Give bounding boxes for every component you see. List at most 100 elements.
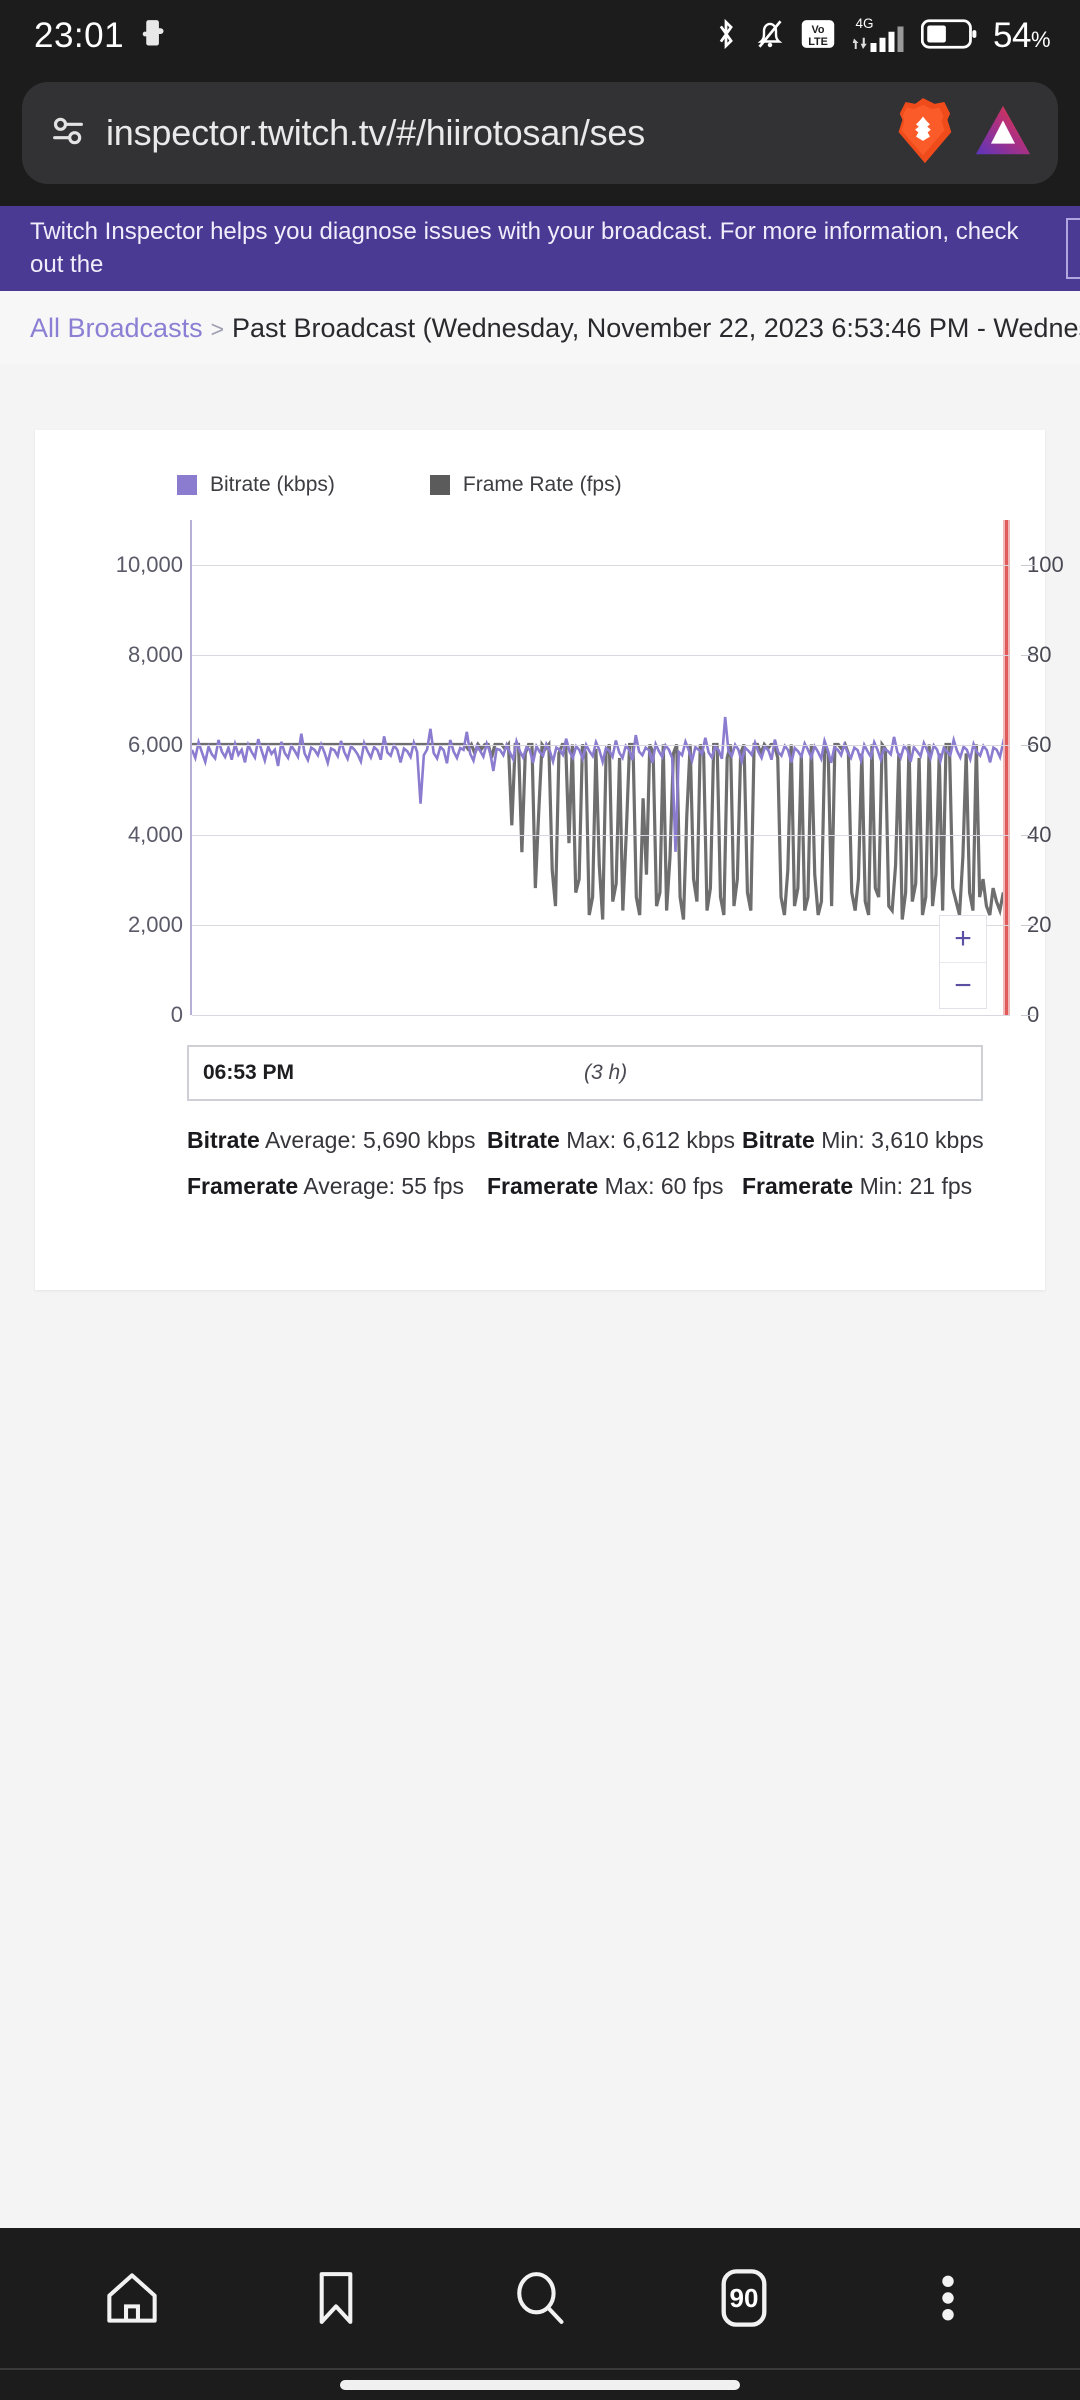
status-bar-right: Vo LTE 4G 54% bbox=[713, 14, 1051, 59]
range-duration-label: (3 h) bbox=[584, 1061, 628, 1084]
tab-count-label: 90 bbox=[729, 2283, 759, 2313]
chart-plot-area[interactable]: 0 2,000 4,000 6,000 8,000 10,000 0 20 40 60 80 100… bbox=[35, 520, 1064, 1027]
y-axis-right: 0 20 40 60 80 100 bbox=[1027, 520, 1080, 1027]
gridline bbox=[192, 835, 1010, 836]
banner-help-button[interactable]: H bbox=[1065, 218, 1080, 279]
bat-triangle-icon[interactable] bbox=[972, 100, 1034, 167]
status-bar-left: 23:01 bbox=[34, 16, 166, 56]
gridline bbox=[192, 1015, 1010, 1016]
tabs-icon[interactable]: 90 bbox=[689, 2253, 799, 2343]
y-axis-right-tick: 0 bbox=[1027, 1002, 1040, 1027]
signal-icon: 4G bbox=[851, 14, 905, 59]
battery-icon bbox=[920, 18, 977, 55]
breadcrumb-current: Past Broadcast (Wednesday, November 22, … bbox=[232, 313, 1080, 343]
browser-bottom-nav: 90 bbox=[0, 2228, 1080, 2400]
stat-bitrate-max: Bitrate Max: 6,612 kbps bbox=[487, 1127, 742, 1154]
y-axis-left-tick: 0 bbox=[170, 1002, 183, 1027]
notifications-muted-icon bbox=[755, 17, 785, 56]
stat-value: Average: 55 fps bbox=[298, 1173, 465, 1199]
legend-item-framerate[interactable]: Frame Rate (fps) bbox=[429, 473, 622, 497]
zoom-in-button[interactable]: + bbox=[954, 922, 972, 955]
status-clock: 23:01 bbox=[34, 16, 125, 55]
stats-row-bitrate: Bitrate Average: 5,690 kbps Bitrate Max:… bbox=[187, 1127, 1045, 1154]
stat-value: Max: 6,612 kbps bbox=[559, 1127, 736, 1153]
search-icon[interactable] bbox=[485, 2253, 595, 2343]
stat-label: Bitrate bbox=[742, 1127, 815, 1153]
nav-divider bbox=[0, 2368, 1080, 2370]
chart-zoom-controls[interactable]: + − bbox=[939, 915, 987, 1009]
zoom-out-button[interactable]: − bbox=[940, 962, 986, 1008]
stats-row-framerate: Framerate Average: 55 fps Framerate Max:… bbox=[187, 1173, 1045, 1200]
y-axis-right-tick: 40 bbox=[1027, 822, 1052, 847]
brave-lion-icon[interactable] bbox=[892, 96, 954, 171]
battery-percent: 54% bbox=[993, 16, 1051, 56]
bookmarks-icon[interactable] bbox=[281, 2253, 391, 2343]
stat-framerate-average: Framerate Average: 55 fps bbox=[187, 1173, 487, 1200]
legend-swatch-bitrate bbox=[177, 475, 197, 495]
y-axis-right-tick: 20 bbox=[1027, 912, 1052, 937]
legend-swatch-framerate bbox=[429, 475, 450, 495]
stat-label: Framerate bbox=[487, 1173, 599, 1199]
stat-label: Bitrate bbox=[487, 1127, 560, 1153]
info-banner: Twitch Inspector helps you diagnose issu… bbox=[0, 206, 1080, 291]
y-axis-right-tickmark bbox=[1021, 655, 1035, 656]
bluetooth-icon bbox=[713, 17, 739, 56]
y-axis-right-tickmark bbox=[1021, 745, 1035, 746]
y-axis-left-tick: 6,000 bbox=[127, 732, 183, 757]
puzzle-icon bbox=[138, 19, 166, 54]
svg-text:Vo: Vo bbox=[812, 24, 825, 36]
stat-value: Min: 21 fps bbox=[853, 1173, 973, 1199]
breadcrumb-all-broadcasts-link[interactable]: All Broadcasts bbox=[30, 313, 203, 343]
chart-statistics: Bitrate Average: 5,690 kbps Bitrate Max:… bbox=[187, 1127, 1045, 1200]
y-axis-right-tickmark bbox=[1021, 565, 1035, 566]
y-axis-left: 0 2,000 4,000 6,000 8,000 10,000 bbox=[35, 520, 183, 1027]
gridline bbox=[192, 565, 1010, 566]
browser-toolbar: inspector.twitch.tv/#/hiirotosan/ses bbox=[0, 72, 1080, 206]
stat-bitrate-average: Bitrate Average: 5,690 kbps bbox=[187, 1127, 487, 1154]
legend-label-bitrate: Bitrate (kbps) bbox=[210, 473, 335, 496]
stat-label: Bitrate bbox=[187, 1127, 260, 1153]
legend-label-framerate: Frame Rate (fps) bbox=[462, 473, 622, 496]
stat-label: Framerate bbox=[742, 1173, 854, 1199]
stat-framerate-max: Framerate Max: 60 fps bbox=[487, 1173, 742, 1200]
time-range-bar[interactable]: 06:53 PM (3 h) bbox=[187, 1045, 983, 1101]
stat-framerate-min: Framerate Min: 21 fps bbox=[742, 1173, 972, 1200]
y-axis-left-tick: 4,000 bbox=[127, 822, 183, 847]
stat-value: Max: 60 fps bbox=[598, 1173, 724, 1199]
status-bar: 23:01 Vo LTE 4G bbox=[0, 0, 1080, 72]
gesture-area bbox=[0, 2370, 1080, 2400]
end-marker-line bbox=[1003, 520, 1010, 1015]
gesture-bar[interactable] bbox=[340, 2380, 740, 2390]
stat-value: Min: 3,610 kbps bbox=[814, 1127, 984, 1153]
breadcrumb: All Broadcasts > Past Broadcast (Wednesday… bbox=[0, 291, 1080, 364]
series-framerate bbox=[192, 744, 1010, 919]
y-axis-right-tick: 60 bbox=[1027, 732, 1052, 757]
legend-item-bitrate[interactable]: Bitrate (kbps) bbox=[177, 473, 335, 497]
y-axis-right-tickmark bbox=[1021, 835, 1035, 836]
y-axis-left-tick: 10,000 bbox=[115, 552, 183, 577]
chart-series-svg bbox=[192, 520, 1010, 1014]
tune-sliders-icon[interactable] bbox=[48, 111, 88, 156]
battery-percent-value: 54 bbox=[993, 16, 1031, 55]
url-bar[interactable]: inspector.twitch.tv/#/hiirotosan/ses bbox=[22, 82, 1058, 184]
battery-percent-sign: % bbox=[1030, 27, 1051, 52]
breadcrumb-separator: > bbox=[210, 316, 225, 342]
gridline bbox=[192, 745, 1010, 746]
chart-legend: Bitrate (kbps) Frame Rate (fps) bbox=[35, 430, 1045, 497]
gridline bbox=[192, 655, 1010, 656]
banner-text: Twitch Inspector helps you diagnose issu… bbox=[30, 218, 1019, 278]
chart-canvas[interactable] bbox=[190, 520, 1010, 1016]
more-menu-icon[interactable] bbox=[893, 2253, 1003, 2343]
url-text[interactable]: inspector.twitch.tv/#/hiirotosan/ses bbox=[106, 112, 646, 153]
series-bitrate bbox=[192, 717, 1010, 852]
stat-bitrate-min: Bitrate Min: 3,610 kbps bbox=[742, 1127, 984, 1154]
y-axis-left-tick: 8,000 bbox=[127, 642, 183, 667]
y-axis-right-tick: 100 bbox=[1027, 552, 1064, 577]
volte-icon: Vo LTE bbox=[801, 17, 835, 56]
home-icon[interactable] bbox=[77, 2253, 187, 2343]
stat-value: Average: 5,690 kbps bbox=[259, 1127, 476, 1153]
svg-text:LTE: LTE bbox=[808, 35, 828, 47]
range-start-label: 06:53 PM bbox=[203, 1061, 295, 1084]
svg-text:4G: 4G bbox=[856, 16, 874, 31]
stat-label: Framerate bbox=[187, 1173, 299, 1199]
